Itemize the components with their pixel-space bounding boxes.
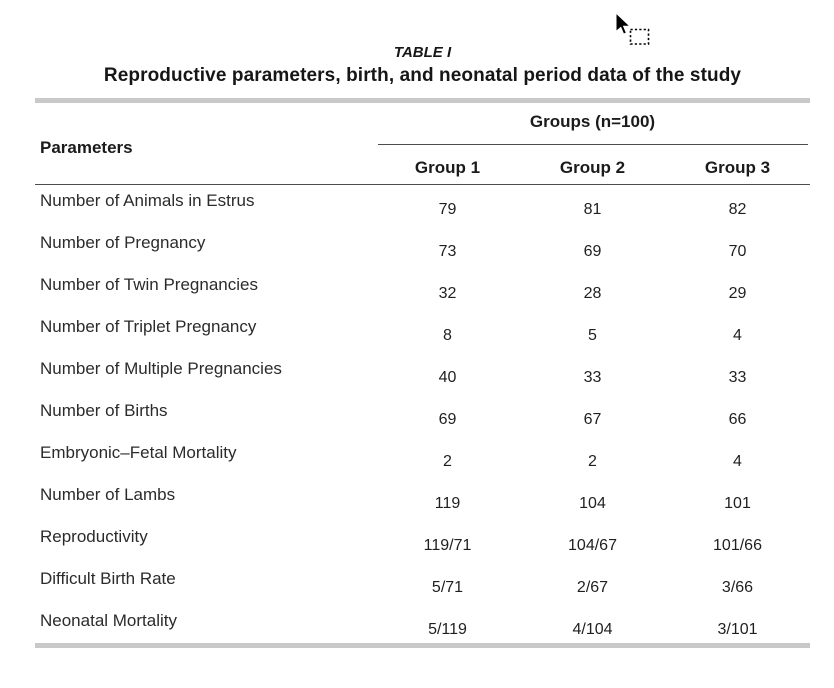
parameter-label: Number of Lambs <box>40 485 176 504</box>
group3-value: 101 <box>724 495 751 512</box>
group3-value: 29 <box>728 285 747 302</box>
group1-value: 73 <box>438 243 457 260</box>
group1-value: 79 <box>438 201 457 218</box>
group2-value: 104/67 <box>568 537 617 554</box>
group3-column-header: Group 3 <box>704 158 771 177</box>
groups-underline <box>378 144 808 145</box>
group3-value: 4 <box>733 327 742 344</box>
top-rule <box>35 98 810 103</box>
group1-value: 69 <box>438 411 457 428</box>
table-row: Reproductivity 119/71 104/67 101/66 <box>35 526 810 568</box>
group1-column-header: Group 1 <box>414 158 481 177</box>
table-row: Embryonic–Fetal Mortality 2 2 4 <box>35 442 810 484</box>
table-row: Number of Twin Pregnancies 32 28 29 <box>35 274 810 316</box>
parameter-label: Number of Births <box>40 401 168 420</box>
table-row: Difficult Birth Rate 5/71 2/67 3/66 <box>35 568 810 610</box>
table-row: Number of Multiple Pregnancies 40 33 33 <box>35 358 810 400</box>
group2-value: 69 <box>583 243 602 260</box>
group3-value: 4 <box>733 453 742 470</box>
group3-value: 3/101 <box>717 621 758 638</box>
table-title: Reproductive parameters, birth, and neon… <box>103 65 742 86</box>
group1-value: 119 <box>434 495 461 512</box>
parameter-label: Number of Pregnancy <box>40 233 206 252</box>
table-row: Number of Births 69 67 66 <box>35 400 810 442</box>
group1-value: 2 <box>443 453 452 470</box>
groups-span-header: Groups (n=100) <box>529 112 656 131</box>
group3-value: 3/66 <box>721 579 754 596</box>
parameter-label: Number of Animals in Estrus <box>40 191 255 210</box>
groups-header-area: Groups (n=100) Group 1 Group 2 Group 3 <box>375 103 810 184</box>
table-caption: TABLE I Reproductive parameters, birth, … <box>35 44 810 87</box>
group2-column-header: Group 2 <box>559 158 626 177</box>
parameter-label: Number of Triplet Pregnancy <box>40 317 257 336</box>
group2-value: 2 <box>588 453 597 470</box>
group-column-headers: Group 1 Group 2 Group 3 <box>375 158 810 178</box>
group2-value: 33 <box>583 369 602 386</box>
group3-value: 82 <box>728 201 747 218</box>
mouse-cursor-icon <box>615 11 650 45</box>
group3-value: 66 <box>728 411 747 428</box>
group3-value: 101/66 <box>713 537 762 554</box>
group1-value: 32 <box>438 285 457 302</box>
group2-value: 28 <box>583 285 602 302</box>
data-table: Parameters Groups (n=100) Group 1 Group … <box>35 98 810 648</box>
group2-value: 5 <box>588 327 597 344</box>
parameter-label: Number of Twin Pregnancies <box>40 275 258 294</box>
group2-value: 67 <box>583 411 602 428</box>
bottom-rule <box>35 643 810 648</box>
table-row: Number of Triplet Pregnancy 8 5 4 <box>35 316 810 358</box>
table-body: Number of Animals in Estrus 79 81 82 Num… <box>35 190 810 643</box>
parameter-label: Neonatal Mortality <box>40 611 178 630</box>
table-header: Parameters Groups (n=100) Group 1 Group … <box>35 103 810 184</box>
parameter-label: Number of Multiple Pregnancies <box>40 359 282 378</box>
table-row: Number of Pregnancy 73 69 70 <box>35 232 810 274</box>
group2-value: 2/67 <box>576 579 609 596</box>
group2-value: 4/104 <box>572 621 613 638</box>
group2-value: 81 <box>583 201 602 218</box>
header-divider-rule <box>35 184 810 185</box>
group1-value: 5/71 <box>431 579 464 596</box>
group2-value: 104 <box>579 495 606 512</box>
table-row: Number of Animals in Estrus 79 81 82 <box>35 190 810 232</box>
parameters-column-header: Parameters <box>40 138 133 157</box>
group1-value: 8 <box>443 327 452 344</box>
parameter-label: Difficult Birth Rate <box>40 569 176 588</box>
parameter-label: Reproductivity <box>40 527 148 546</box>
group1-value: 40 <box>438 369 457 386</box>
table-number-label: TABLE I <box>393 44 452 61</box>
table-row: Number of Lambs 119 104 101 <box>35 484 810 526</box>
group1-value: 119/71 <box>423 537 472 554</box>
group3-value: 33 <box>728 369 747 386</box>
table-row: Neonatal Mortality 5/119 4/104 3/101 <box>35 610 810 643</box>
group1-value: 5/119 <box>428 621 467 638</box>
parameter-label: Embryonic–Fetal Mortality <box>40 443 237 462</box>
group3-value: 70 <box>728 243 747 260</box>
